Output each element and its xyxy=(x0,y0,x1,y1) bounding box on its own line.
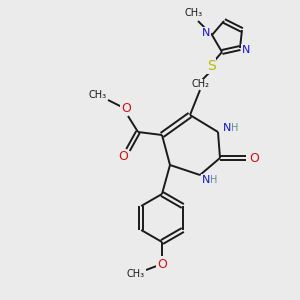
Text: N: N xyxy=(202,28,210,38)
Text: O: O xyxy=(118,151,128,164)
Text: O: O xyxy=(121,101,131,115)
Text: H: H xyxy=(231,123,239,133)
Text: H: H xyxy=(210,175,218,185)
Text: N: N xyxy=(242,45,250,55)
Text: CH₂: CH₂ xyxy=(192,79,210,89)
Text: S: S xyxy=(207,59,215,73)
Text: O: O xyxy=(157,257,167,271)
Text: N: N xyxy=(202,175,210,185)
Text: CH₃: CH₃ xyxy=(185,8,203,18)
Text: CH₃: CH₃ xyxy=(89,90,107,100)
Text: O: O xyxy=(249,152,259,164)
Text: N: N xyxy=(223,123,231,133)
Text: CH₃: CH₃ xyxy=(127,269,145,279)
